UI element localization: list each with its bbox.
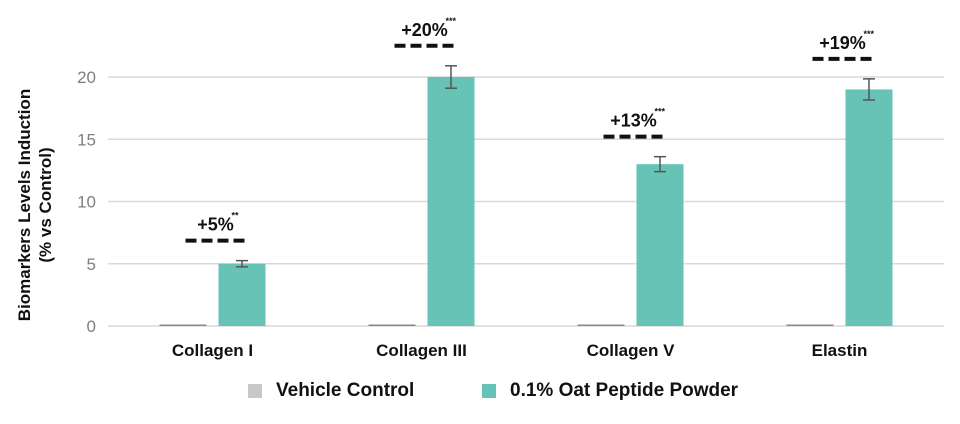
error-bar: [863, 78, 875, 101]
significance-annotation: +19%***: [812, 29, 875, 61]
bar-vehicle-control: [159, 324, 207, 326]
x-axis-labels: Collagen I Collagen III Collagen V Elastin: [172, 341, 867, 360]
percent-change-label: +20%: [401, 20, 448, 40]
annotations: +5%**+20%***+13%***+19%***: [185, 16, 875, 243]
error-bars: [236, 65, 875, 268]
bar-oat-peptide: [218, 263, 266, 326]
y-tick-label: 5: [87, 255, 96, 274]
percent-change-label: +13%: [610, 111, 657, 131]
y-axis-title-line-1: Biomarkers Levels Induction: [15, 89, 34, 321]
significance-annotation: +5%**: [185, 211, 245, 243]
x-tick-label: Elastin: [812, 341, 868, 360]
y-tick-label: 0: [87, 317, 96, 336]
y-tick-label: 20: [77, 68, 96, 87]
legend-swatch: [482, 384, 496, 398]
legend: Vehicle Control 0.1% Oat Peptide Powder: [248, 380, 739, 401]
y-tick-label: 15: [77, 130, 96, 149]
x-tick-label: Collagen III: [376, 341, 467, 360]
y-axis-ticks: 0 5 10 15 20: [77, 68, 96, 336]
bar-oat-peptide: [636, 164, 684, 326]
percent-change-label: +19%: [819, 33, 866, 53]
bar-vehicle-control: [786, 324, 834, 326]
legend-swatch: [248, 384, 262, 398]
error-bar: [445, 65, 457, 89]
bar-oat-peptide: [845, 89, 893, 326]
legend-label: 0.1% Oat Peptide Powder: [510, 380, 739, 401]
x-tick-label: Collagen I: [172, 341, 253, 360]
bars: [159, 77, 893, 326]
bar-oat-peptide: [427, 77, 475, 326]
x-tick-label: Collagen V: [587, 341, 676, 360]
bar-vehicle-control: [577, 324, 625, 326]
error-bar: [654, 155, 666, 173]
significance-stars: ***: [446, 16, 457, 26]
bar-vehicle-control: [368, 324, 416, 326]
error-bar: [236, 259, 248, 268]
significance-annotation: +20%***: [394, 16, 457, 48]
percent-change-label: +5%: [197, 215, 234, 235]
y-axis-title: Biomarkers Levels Induction (% vs Contro…: [15, 89, 55, 321]
significance-annotation: +13%***: [603, 107, 666, 139]
significance-stars: ***: [655, 107, 666, 117]
legend-label: Vehicle Control: [276, 380, 414, 401]
legend-item-vehicle-control: Vehicle Control: [248, 380, 414, 401]
significance-stars: ***: [864, 29, 875, 39]
y-axis-title-line-2: (% vs Control): [36, 147, 55, 262]
significance-stars: **: [232, 211, 240, 221]
legend-item-oat-peptide: 0.1% Oat Peptide Powder: [482, 380, 739, 401]
y-tick-label: 10: [77, 193, 96, 212]
